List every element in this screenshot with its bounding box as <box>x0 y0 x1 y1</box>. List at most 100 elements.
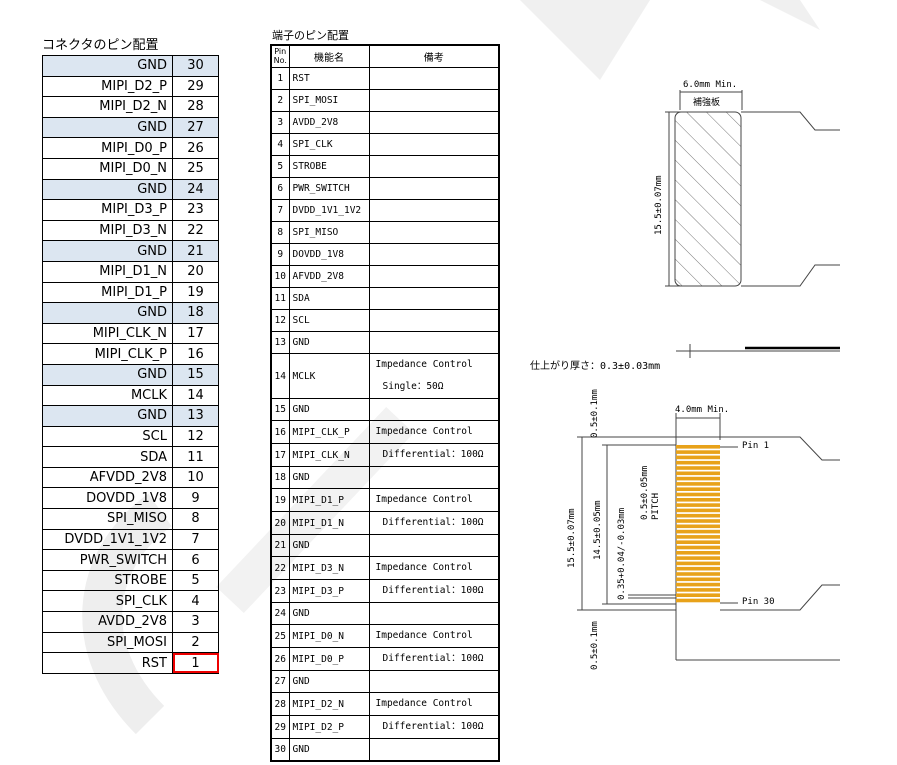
pin-span-label: 14.5±0.05mm <box>593 500 603 560</box>
connector-row: PWR_SWITCH 6 <box>42 549 219 571</box>
connector-pin-number: 16 <box>172 343 219 365</box>
contact-pad <box>676 487 720 491</box>
remark-line: Differential：100Ω <box>382 585 484 597</box>
terminal-remarks <box>368 309 500 333</box>
connector-signal-name: SPI_MOSI <box>42 631 173 654</box>
connector-signal-name: MIPI_D1_P <box>42 281 173 304</box>
contact-pad <box>676 529 720 534</box>
contact-pad <box>676 588 720 592</box>
terminal-remarks: Differential：100Ω <box>368 511 500 536</box>
contact-pad <box>676 492 720 497</box>
contact-pad <box>676 445 720 449</box>
terminal-remarks: Differential：100Ω <box>368 647 500 672</box>
remark-line: Differential：100Ω <box>382 721 484 733</box>
thickness-view <box>676 344 840 358</box>
connector-signal-name: AVDD_2V8 <box>42 611 173 633</box>
remark-line: Differential：100Ω <box>382 449 484 461</box>
terminal-remarks: Impedance Control Single：50Ω <box>368 353 500 400</box>
connector-pin-number: 13 <box>172 405 219 427</box>
connector-row: MIPI_D3_P 23 <box>42 199 219 221</box>
terminal-row: 30 GND <box>270 738 500 762</box>
connector-pin-number: 24 <box>172 178 219 201</box>
terminal-row: 26 MIPI_D0_P Differential：100Ω <box>270 647 500 672</box>
connector-pin-number: 27 <box>172 116 219 139</box>
contact-pad <box>676 593 720 597</box>
terminal-function-name: SDA <box>288 287 370 311</box>
terminal-row: 17 MIPI_CLK_N Differential：100Ω <box>270 443 500 468</box>
terminal-pin-number: 21 <box>270 534 290 558</box>
connector-row: MIPI_CLK_P 16 <box>42 343 219 365</box>
contact-pad <box>676 482 720 486</box>
contact-pad <box>676 476 720 481</box>
terminal-row: 9 DOVDD_1V8 <box>270 242 500 266</box>
terminal-pin-number: 30 <box>270 738 290 762</box>
terminal-row: 4 SPI_CLK <box>270 132 500 156</box>
connector-row: GND 24 <box>42 178 219 201</box>
terminal-pin-table: Pin No. 機能名 備考 1 RST 2 SPI_MOSI 3 AVDD_2V8 4 SPI… <box>270 44 500 762</box>
stiffener-label: 補強板 <box>693 98 721 108</box>
contact-pad <box>676 566 720 571</box>
remark-line: Single：50Ω <box>382 381 444 393</box>
contact-pad <box>676 561 720 566</box>
edge-bottom-label: 0.5±0.1mm <box>590 621 600 670</box>
connector-row: MIPI_D2_P 29 <box>42 75 219 98</box>
edge-top-label: 0.5±0.1mm <box>590 389 600 438</box>
contact-pad <box>676 582 720 587</box>
contact-pad <box>676 598 720 603</box>
terminal-remarks: Impedance Control <box>368 420 500 445</box>
remark-line: Impedance Control <box>375 359 473 371</box>
terminal-row: 11 SDA <box>270 287 500 311</box>
connector-row: GND 30 <box>42 55 219 77</box>
terminal-row: 12 SCL <box>270 309 500 333</box>
terminal-remarks <box>368 466 500 490</box>
pitch-label: 0.5±0.05mm PITCH <box>640 465 661 520</box>
thickness-label: 仕上がり厚さ：0.3±0.03mm <box>530 361 661 372</box>
total-height-label: 15.5±0.07mm <box>567 508 577 568</box>
connector-pin-number: 18 <box>172 302 219 324</box>
pad-width-label: 0.35+0.04/-0.03mm <box>617 507 627 600</box>
contact-pad <box>676 513 720 518</box>
terminal-row: 24 GND <box>270 602 500 626</box>
connector-signal-name: GND <box>42 116 173 139</box>
connector-row: SPI_MOSI 2 <box>42 631 219 654</box>
terminal-row: 29 MIPI_D2_P Differential：100Ω <box>270 715 500 740</box>
terminal-function-name: MCLK <box>288 353 370 400</box>
pin30-label: Pin 30 <box>742 597 775 607</box>
connector-pin-number: 15 <box>172 363 219 386</box>
remark-line: Impedance Control <box>375 426 473 438</box>
terminal-row: 20 MIPI_D1_N Differential：100Ω <box>270 511 500 536</box>
terminal-row: 6 PWR_SWITCH <box>270 176 500 200</box>
terminal-row: 19 MIPI_D1_P Impedance Control <box>270 488 500 513</box>
terminal-remarks: Impedance Control <box>368 488 500 513</box>
connector-pin-number: 19 <box>172 281 219 304</box>
remark-line: Impedance Control <box>375 630 473 642</box>
terminal-remarks: Differential：100Ω <box>368 715 500 740</box>
connector-signal-name: MIPI_CLK_N <box>42 322 173 345</box>
connector-row: GND 15 <box>42 363 219 386</box>
terminal-remarks <box>368 534 500 558</box>
terminal-remarks <box>368 264 500 289</box>
connector-row: GND 27 <box>42 116 219 139</box>
terminal-function-name: MIPI_CLK_N <box>288 443 370 468</box>
connector-pin-number: 20 <box>172 260 219 283</box>
contact-pad <box>676 524 720 529</box>
terminal-row: 13 GND <box>270 331 500 355</box>
terminal-remarks: Impedance Control <box>368 624 500 649</box>
remark-line: Differential：100Ω <box>382 653 484 665</box>
contact-pad <box>676 455 720 460</box>
stiffener-width-label: 6.0mm Min. <box>683 80 738 90</box>
connector-signal-name: MIPI_D3_N <box>42 219 173 242</box>
connector-row: SCL 12 <box>42 425 219 448</box>
mid-table-title: 端子のピン配置 <box>272 29 349 42</box>
terminal-row: 27 GND <box>270 670 500 694</box>
contact-pad <box>676 551 720 555</box>
terminal-row: 15 GND <box>270 398 500 422</box>
remark-line: Impedance Control <box>375 494 473 506</box>
terminal-function-name: GND <box>288 602 370 626</box>
terminal-row: 14 MCLK Impedance Control Single：50Ω <box>270 353 500 400</box>
connector-row: AVDD_2V8 3 <box>42 611 219 633</box>
connector-signal-name: SPI_CLK <box>42 590 173 613</box>
terminal-remarks <box>368 242 500 266</box>
left-table-title: コネクタのピン配置 <box>42 38 159 53</box>
